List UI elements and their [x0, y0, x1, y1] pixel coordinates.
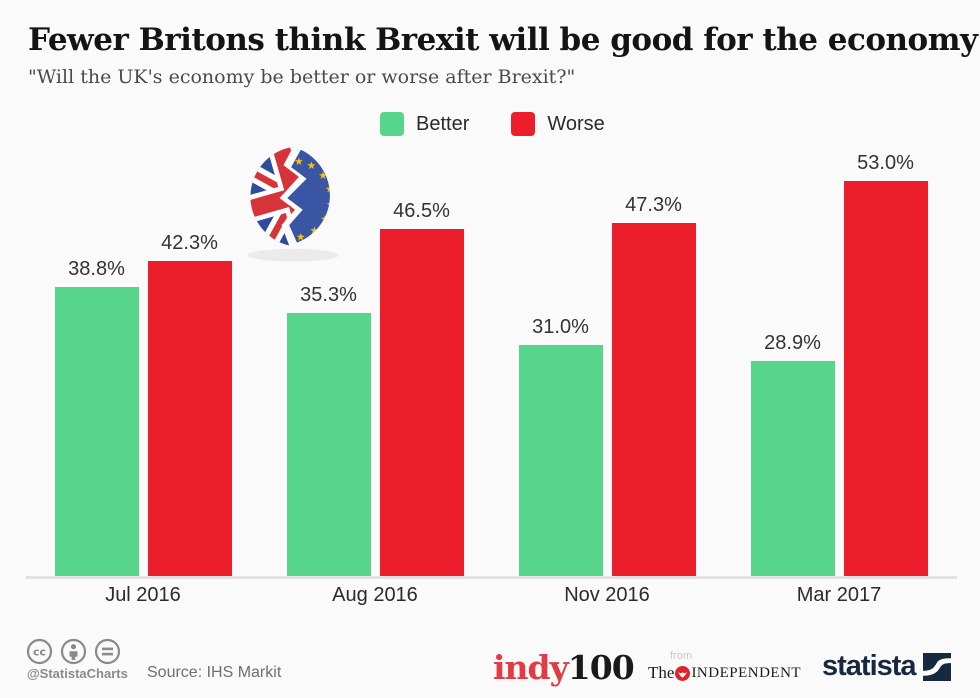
bar-value-label: 42.3% — [161, 232, 218, 254]
legend-swatch-better — [380, 112, 404, 136]
independent-logo-the: The — [648, 663, 675, 682]
bar-better-jul-2016 — [54, 287, 139, 577]
independent-logo-text: INDEPENDENT — [691, 664, 802, 681]
legend: Better Worse — [380, 112, 647, 136]
equals-icon — [94, 638, 121, 665]
bar-worse-nov-2016 — [611, 223, 696, 577]
svg-text:cc: cc — [33, 646, 46, 659]
bar-better-aug-2016 — [286, 313, 371, 577]
source-text: Source: IHS Markit — [147, 664, 282, 681]
statista-logo: statista — [822, 650, 951, 683]
svg-text:★: ★ — [326, 198, 336, 211]
brexit-broken-flags-icon: ★ ★ ★ ★ ★ ★ ★ ★ — [247, 146, 339, 262]
legend-swatch-worse — [511, 112, 536, 136]
bar-value-label: 35.3% — [300, 284, 357, 306]
x-axis-line — [26, 576, 957, 579]
independent-logo: from The INDEPENDENT — [648, 650, 818, 683]
x-axis-label: Aug 2016 — [332, 584, 418, 606]
statista-swoosh-icon — [922, 652, 951, 681]
legend-label-worse: Worse — [547, 112, 605, 135]
statista-charts-handle: @StatistaCharts — [27, 666, 128, 681]
from-label: from — [670, 650, 692, 662]
legend-label-better: Better — [416, 112, 470, 135]
bar-value-label: 28.9% — [764, 332, 821, 354]
bar-worse-jul-2016 — [147, 261, 232, 577]
indy100-logo: indy100 — [493, 648, 635, 687]
x-axis-label: Mar 2017 — [796, 584, 882, 606]
indy100-logo-indy: indy — [493, 648, 569, 687]
legend-item-better: Better — [380, 112, 469, 136]
svg-text:★: ★ — [310, 224, 320, 237]
bar-value-label: 38.8% — [68, 258, 125, 280]
bar-value-label: 46.5% — [393, 200, 450, 222]
bar-better-nov-2016 — [518, 345, 603, 577]
bar-value-label: 31.0% — [532, 316, 589, 338]
statista-logo-text: statista — [822, 650, 917, 682]
svg-text:★: ★ — [296, 231, 306, 244]
svg-text:★: ★ — [325, 182, 335, 195]
cc-icon: cc — [26, 638, 53, 665]
bar-better-mar-2017 — [750, 361, 835, 577]
bar-worse-mar-2017 — [843, 181, 928, 577]
attribution-person-icon — [60, 638, 87, 665]
svg-text:★: ★ — [318, 169, 328, 182]
bar-worse-aug-2016 — [379, 229, 464, 577]
legend-item-worse: Worse — [511, 112, 605, 136]
bar-value-label: 53.0% — [857, 152, 914, 174]
indy100-logo-100: 100 — [567, 648, 635, 687]
svg-text:★: ★ — [294, 155, 304, 168]
bar-value-label: 47.3% — [625, 194, 682, 216]
x-axis-label: Jul 2016 — [105, 584, 181, 606]
license-icons: cc — [26, 638, 128, 665]
x-axis-label: Nov 2016 — [564, 584, 650, 606]
independent-eagle-icon — [675, 665, 691, 681]
page-title: Fewer Britons think Brexit will be good … — [28, 22, 978, 58]
page-subtitle: "Will the UK's economy be better or wors… — [28, 66, 576, 88]
svg-text:★: ★ — [307, 159, 317, 172]
